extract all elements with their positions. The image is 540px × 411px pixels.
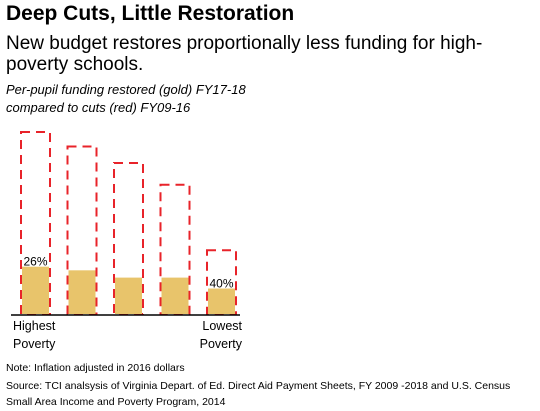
restored-bar [115,277,142,314]
restored-bar [22,266,49,314]
x-axis-end-label-right: Lowest [202,319,242,333]
bar-value-label: 26% [23,255,47,269]
x-axis-end-label-left: Highest [13,319,56,333]
restored-bar [208,288,235,314]
chart-note: Note: Inflation adjusted in 2016 dollars [6,362,185,374]
restored-bar [68,270,96,314]
chart-title: Deep Cuts, Little Restoration [6,2,295,25]
chart-caption: Per-pupil funding restored (gold) FY17-1… [6,82,246,115]
restored-bar [161,277,189,314]
chart-source: Source: TCI analsysis of Virginia Depart… [6,380,511,408]
x-axis-end-label-right: Poverty [200,337,243,351]
bar-value-label: 40% [209,277,233,291]
chart-subtitle: New budget restores proportionally less … [6,33,483,75]
x-axis-end-label-left: Poverty [13,337,56,351]
